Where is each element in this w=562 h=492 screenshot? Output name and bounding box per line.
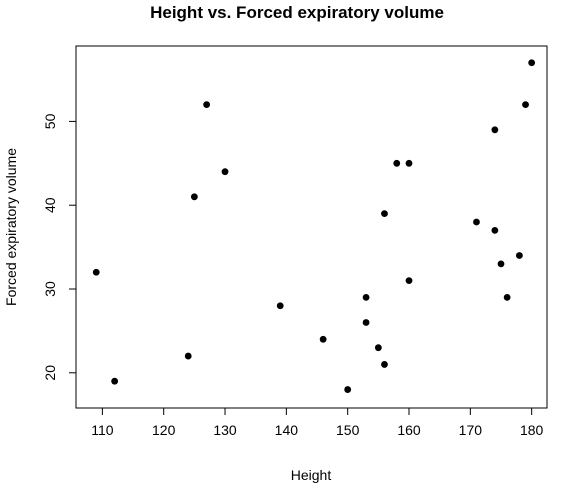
x-tick-label: 120 — [152, 422, 176, 438]
data-point — [203, 101, 211, 109]
y-axis: 20 30 40 50 — [42, 113, 77, 381]
x-tick-label: 140 — [275, 422, 299, 438]
y-tick-label: 50 — [42, 113, 58, 129]
data-point — [491, 126, 499, 134]
y-tick-label: 30 — [42, 281, 58, 297]
y-tick-label: 20 — [42, 365, 58, 381]
data-point — [184, 352, 192, 360]
plot-frame — [75, 45, 548, 409]
chart-title: Height vs. Forced expiratory volume — [150, 3, 444, 22]
data-point — [503, 293, 511, 301]
data-point — [92, 268, 100, 276]
data-point — [374, 344, 382, 352]
y-tick-label: 40 — [42, 197, 58, 213]
y-axis-label: Forced expiratory volume — [3, 148, 19, 306]
data-point — [344, 386, 352, 393]
data-point — [405, 277, 413, 285]
data-points — [92, 59, 536, 393]
data-point — [522, 101, 529, 109]
x-tick-label: 180 — [520, 422, 544, 438]
data-point — [491, 226, 499, 234]
data-point — [276, 302, 284, 310]
x-axis: 110 120 130 140 150 160 170 180 — [91, 407, 544, 438]
data-point — [319, 335, 327, 343]
data-point — [393, 159, 401, 167]
x-tick-label: 160 — [397, 422, 421, 438]
x-axis-label: Height — [291, 467, 332, 483]
data-point — [405, 159, 413, 167]
data-point — [381, 361, 388, 368]
data-point — [190, 193, 198, 201]
data-point — [111, 377, 119, 385]
x-tick-label: 110 — [91, 422, 114, 438]
data-point — [381, 210, 388, 217]
data-point — [528, 59, 536, 67]
x-tick-label: 170 — [459, 422, 483, 438]
data-point — [362, 319, 370, 326]
data-point — [497, 260, 505, 268]
x-tick-label: 130 — [213, 422, 237, 438]
data-point — [473, 218, 480, 226]
data-point — [362, 293, 370, 301]
x-tick-label: 150 — [336, 422, 360, 438]
data-point — [221, 168, 229, 176]
data-point — [516, 252, 523, 259]
